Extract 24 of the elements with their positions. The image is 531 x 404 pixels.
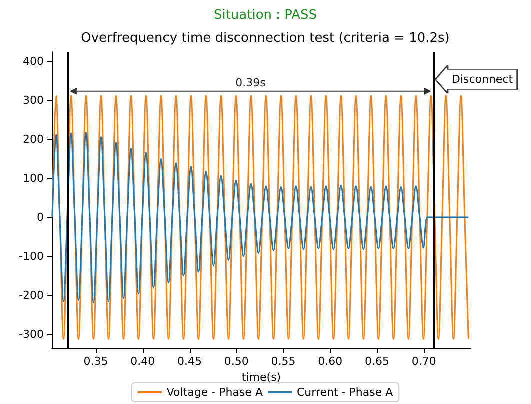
chart-title: Overfrequency time disconnection test (criteria = 10.2s) (81, 31, 450, 46)
legend-label: Voltage - Phase A (166, 386, 264, 399)
y-tick-label: 200 (23, 133, 44, 146)
y-tick-label: 100 (23, 172, 44, 186)
x-tick-label: 0.50 (224, 355, 249, 368)
chart-subtitle: Situation : PASS (214, 8, 318, 23)
x-tick-label: 0.55 (271, 355, 296, 368)
line-series (52, 132, 470, 304)
annotation: 0.39s (236, 76, 266, 90)
x-tick-label: 0.65 (365, 355, 390, 368)
x-axis-title: time(s) (242, 370, 282, 384)
y-tick-label: 400 (23, 55, 44, 68)
y-tick-label: 0 (37, 211, 44, 224)
y-tick-label: -200 (19, 288, 44, 302)
y-tick-label: -100 (19, 250, 44, 263)
x-tick-label: 0.60 (318, 355, 343, 368)
y-tick-label: -300 (19, 328, 44, 341)
y-tick-label: 300 (23, 94, 44, 108)
annotation: Disconnect (452, 73, 514, 86)
x-tick-label: 0.45 (178, 355, 202, 368)
x-tick-label: 0.40 (130, 355, 156, 368)
legend-label: Current - Phase A (296, 386, 394, 399)
x-tick-label: 0.35 (84, 355, 108, 368)
x-tick-label: 0.70 (412, 355, 436, 368)
